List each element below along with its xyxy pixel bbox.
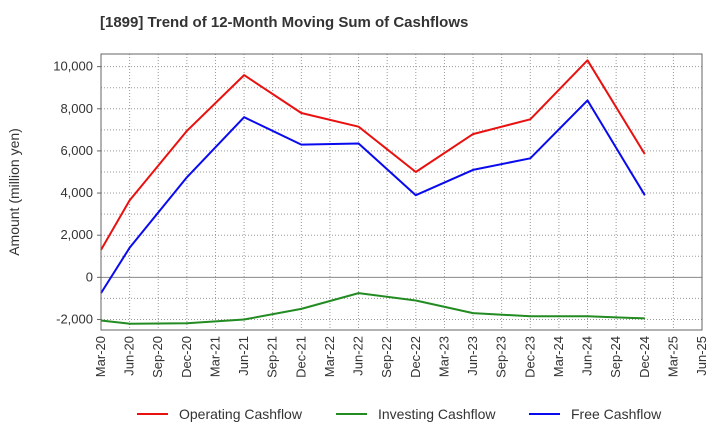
x-tick-label: Sep-21 (265, 336, 280, 378)
x-tick-label: Sep-20 (150, 336, 165, 378)
x-tick-label: Mar-23 (436, 336, 451, 377)
x-tick-label: Dec-24 (637, 336, 652, 378)
legend: Operating Cashflow Investing Cashflow Free… (137, 406, 662, 422)
series-line-operating-cashflow (100, 59, 646, 251)
legend-label: Free Cashflow (571, 406, 662, 422)
legend-label: Operating Cashflow (179, 406, 303, 422)
x-tick-label: Jun-20 (122, 336, 137, 376)
y-tick-label: 8,000 (60, 101, 93, 116)
y-tick-label: 2,000 (60, 227, 93, 242)
y-tick-labels: -2,000 0 2,000 4,000 6,000 8,000 10,000 (53, 59, 101, 326)
y-tick-label: 6,000 (60, 143, 93, 158)
legend-label: Investing Cashflow (378, 406, 496, 422)
x-tick-label: Mar-20 (93, 336, 108, 377)
y-tick-label: 0 (86, 269, 93, 284)
y-axis-title: Amount (million yen) (6, 128, 22, 256)
x-tick-labels: Mar-20 Jun-20 Sep-20 Dec-20 Mar-21 Jun-21 Sep-… (93, 336, 709, 378)
y-tick-label: 4,000 (60, 185, 93, 200)
x-tick-label: Jun-24 (580, 336, 595, 376)
x-tick-label: Mar-24 (551, 336, 566, 377)
x-tick-label: Mar-25 (665, 336, 680, 377)
x-tick-label: Sep-24 (608, 336, 623, 378)
series-line-investing-cashflow (100, 292, 645, 325)
x-tick-label: Sep-22 (379, 336, 394, 378)
plot-border (100, 53, 703, 331)
x-tick-label: Dec-21 (293, 336, 308, 378)
x-tick-label: Dec-22 (408, 336, 423, 378)
series-layer (100, 59, 646, 325)
x-tick-label: Mar-21 (207, 336, 222, 377)
series-line-free-cashflow (100, 99, 646, 294)
y-tick-label: -2,000 (56, 311, 93, 326)
grid-layer (101, 54, 702, 330)
x-tick-label: Jun-21 (236, 336, 251, 376)
x-tick-label: Sep-23 (494, 336, 509, 378)
x-tick-label: Dec-23 (522, 336, 537, 378)
x-tick-label: Jun-23 (465, 336, 480, 376)
y-tick-label: 10,000 (53, 59, 93, 74)
x-tick-label: Dec-20 (179, 336, 194, 378)
chart-title: [1899] Trend of 12-Month Moving Sum of C… (100, 14, 469, 31)
x-tick-label: Mar-22 (322, 336, 337, 377)
x-tick-label: Jun-22 (351, 336, 366, 376)
x-tick-label: Jun-25 (694, 336, 709, 376)
